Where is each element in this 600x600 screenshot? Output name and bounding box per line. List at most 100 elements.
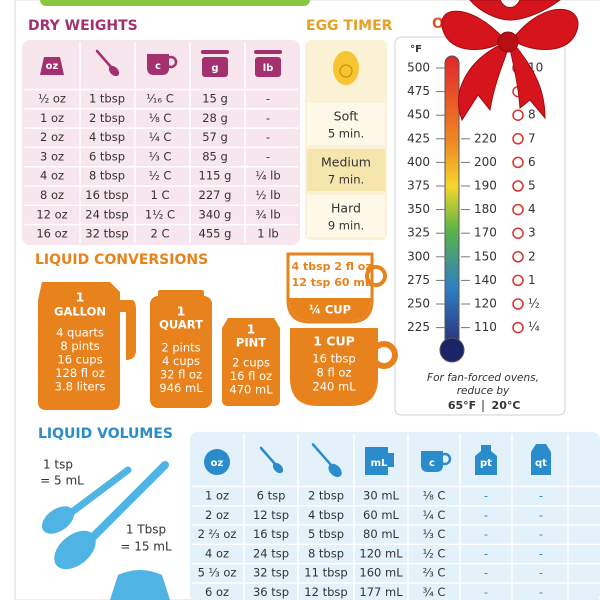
gas-icon	[512, 156, 524, 169]
cell: ⅔ C	[423, 566, 446, 580]
line: 2 fl oz	[334, 260, 371, 273]
gas-mark: ¼	[528, 320, 540, 334]
line: 4 tbsp	[291, 260, 330, 273]
unit: PINT	[236, 336, 266, 350]
icon-label: mL	[371, 458, 388, 469]
cell: -	[539, 527, 543, 541]
cell: ½ lb	[255, 188, 280, 202]
icon	[421, 451, 443, 472]
icon	[147, 54, 169, 75]
egg-item	[307, 195, 385, 237]
cell: 4 tbsp	[89, 130, 125, 144]
reduce-c: 20°C	[492, 399, 521, 412]
line: 16 tbsp	[312, 352, 355, 366]
icon-label: g	[211, 63, 218, 74]
icon	[204, 449, 230, 475]
gas-icon	[512, 251, 524, 263]
bow	[511, 8, 579, 50]
icon-label: qt	[535, 458, 547, 469]
icon	[259, 446, 277, 466]
cell: ¼ C	[423, 508, 446, 522]
cell: 6 oz	[205, 585, 229, 599]
oven-note: reduce by	[457, 385, 510, 397]
cell: 32 tsp	[253, 566, 289, 580]
quart-box	[150, 296, 212, 408]
cell: ½ C	[423, 546, 446, 560]
amount: 1 tsp	[43, 458, 73, 472]
icon	[95, 49, 113, 69]
line: 240 mL	[312, 380, 356, 394]
bow	[469, 0, 561, 21]
icon-label: c	[429, 458, 435, 469]
gas-mark: 6	[528, 155, 536, 169]
fahrenheit: 375	[407, 179, 430, 193]
gas-icon	[512, 109, 524, 121]
cell: 11 tbsp	[304, 566, 347, 580]
cell: ⅛ C	[423, 489, 446, 503]
cup-handle	[365, 265, 387, 287]
cell: 30 mL	[363, 489, 399, 503]
cell: 15 g	[202, 92, 228, 106]
amount: 1	[177, 304, 186, 319]
line: 2 cups	[232, 356, 270, 370]
celsius: 110	[474, 320, 497, 334]
fahrenheit: 225	[407, 320, 430, 334]
fahrenheit: 500	[407, 61, 430, 75]
icon	[164, 55, 178, 69]
bow	[457, 44, 509, 122]
volumes-panel	[190, 432, 600, 600]
fahrenheit: 275	[407, 273, 430, 287]
gas-icon	[512, 274, 524, 287]
cell: 1 C	[150, 188, 169, 202]
egg-level: Soft	[334, 109, 359, 124]
line: 470 mL	[229, 383, 273, 397]
celsius: 180	[474, 202, 497, 216]
cell: -	[539, 489, 543, 503]
cell: -	[484, 527, 488, 541]
line: 946 mL	[159, 381, 203, 395]
line: 128 fl oz	[55, 366, 105, 380]
reduce-f: 65°F	[448, 399, 476, 412]
celsius: 190	[474, 179, 497, 193]
cell: ¾ C	[423, 585, 446, 599]
cell: 57 g	[202, 130, 228, 144]
line: 16 fl oz	[230, 369, 272, 383]
icon-label: oz	[46, 61, 59, 72]
cell: -	[539, 546, 543, 560]
icon	[328, 463, 342, 478]
fahrenheit: 250	[407, 297, 430, 311]
egg-item	[307, 149, 385, 191]
unit: ¼ CUP	[309, 303, 351, 317]
egg-time: 5 min.	[328, 127, 364, 141]
thermometer	[444, 55, 460, 347]
celsius: 220	[474, 131, 497, 145]
gas-mark: 7	[528, 131, 536, 145]
line: 8 pints	[60, 339, 99, 353]
cell: ¼ lb	[255, 169, 280, 183]
cell: 28 g	[202, 111, 228, 125]
icon	[475, 445, 497, 475]
section-title: DRY WEIGHTS	[28, 18, 138, 34]
line: 60 mL	[334, 276, 372, 289]
spoon	[54, 530, 96, 570]
oven-header: °F	[410, 44, 422, 55]
celsius: 140	[474, 273, 497, 287]
icon	[438, 452, 452, 466]
cell: -	[266, 149, 270, 163]
egg-time: 9 min.	[328, 219, 364, 233]
cell: -	[539, 585, 543, 599]
gas-icon	[512, 203, 524, 216]
unit: GALLON	[54, 305, 106, 319]
fahrenheit: 325	[407, 226, 430, 240]
oven-note: For fan-forced ovens,	[427, 372, 539, 384]
bow	[509, 44, 546, 120]
thermo-bulb	[439, 337, 465, 363]
cell: 4 tbsp	[308, 508, 344, 522]
cell: 12 tsp	[253, 508, 289, 522]
spoon	[64, 466, 132, 519]
icon	[272, 462, 284, 474]
bow	[441, 10, 506, 50]
icon-label: c	[155, 61, 161, 72]
